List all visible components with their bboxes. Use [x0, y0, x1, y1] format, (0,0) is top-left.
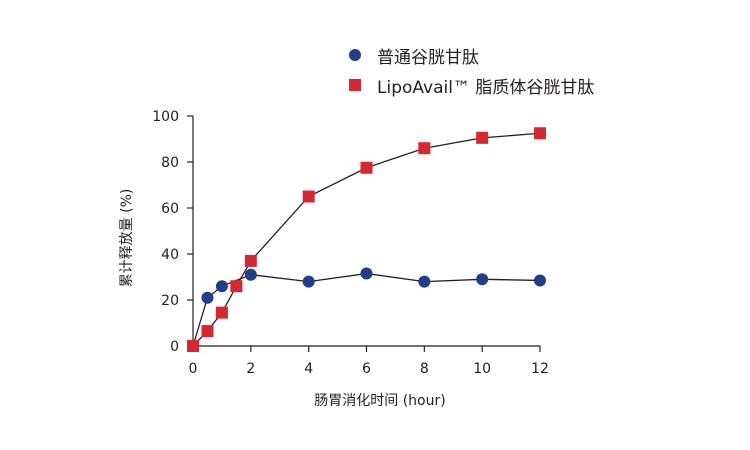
x-axis-title: 肠胃消化时间 (hour) [314, 393, 445, 409]
y-tick-label: 40 [161, 247, 179, 263]
data-point-circle [244, 268, 257, 281]
data-point-square [534, 127, 546, 140]
data-point-square [302, 190, 315, 203]
data-point-square [215, 306, 228, 319]
data-point-circle [201, 291, 214, 304]
data-point-circle [360, 267, 373, 280]
data-point-circle [534, 274, 546, 287]
data-point-circle [418, 275, 431, 288]
data-point-circle [302, 275, 315, 288]
series-line-0 [192, 272, 541, 347]
legend-label-regular: 普通谷胱甘肽 [377, 47, 479, 68]
data-point-square [187, 340, 199, 352]
data-point-square [244, 254, 257, 267]
y-tick-label: 80 [161, 155, 179, 171]
circle-marker-icon [349, 49, 361, 61]
y-tick-label: 60 [161, 201, 179, 217]
axes: 0 20 40 60 80 100 0 2 4 6 8 10 12 [152, 109, 549, 377]
data-point-square [230, 280, 243, 293]
series-markers [187, 127, 546, 352]
x-tick-label: 10 [473, 361, 491, 377]
data-point-circle [215, 280, 228, 293]
square-marker-icon [349, 79, 361, 91]
legend: 普通谷胱甘肽 LipoAvail™ 脂质体谷胱甘肽 [349, 40, 594, 100]
data-point-square [418, 142, 431, 155]
y-tick-label: 100 [152, 109, 179, 125]
x-tick-label: 4 [304, 361, 313, 377]
y-axis-title: 累计释放量 (%) [119, 189, 135, 288]
legend-item-liposomal-glutathione: LipoAvail™ 脂质体谷胱甘肽 [349, 70, 594, 100]
y-tick-label: 20 [161, 293, 179, 309]
legend-item-regular-glutathione: 普通谷胱甘肽 [349, 40, 594, 70]
x-tick-label: 2 [246, 361, 255, 377]
data-point-circle [476, 273, 489, 286]
data-point-square [360, 161, 373, 174]
y-tick-label: 0 [170, 339, 179, 355]
data-point-square [476, 131, 489, 144]
legend-label-liposomal: LipoAvail™ 脂质体谷胱甘肽 [377, 77, 595, 98]
x-tick-label: 0 [189, 361, 198, 377]
series-line-1 [192, 132, 541, 347]
data-point-square [201, 325, 214, 338]
x-tick-label: 8 [420, 361, 429, 377]
x-tick-label: 12 [531, 361, 549, 377]
x-tick-label: 6 [362, 361, 371, 377]
